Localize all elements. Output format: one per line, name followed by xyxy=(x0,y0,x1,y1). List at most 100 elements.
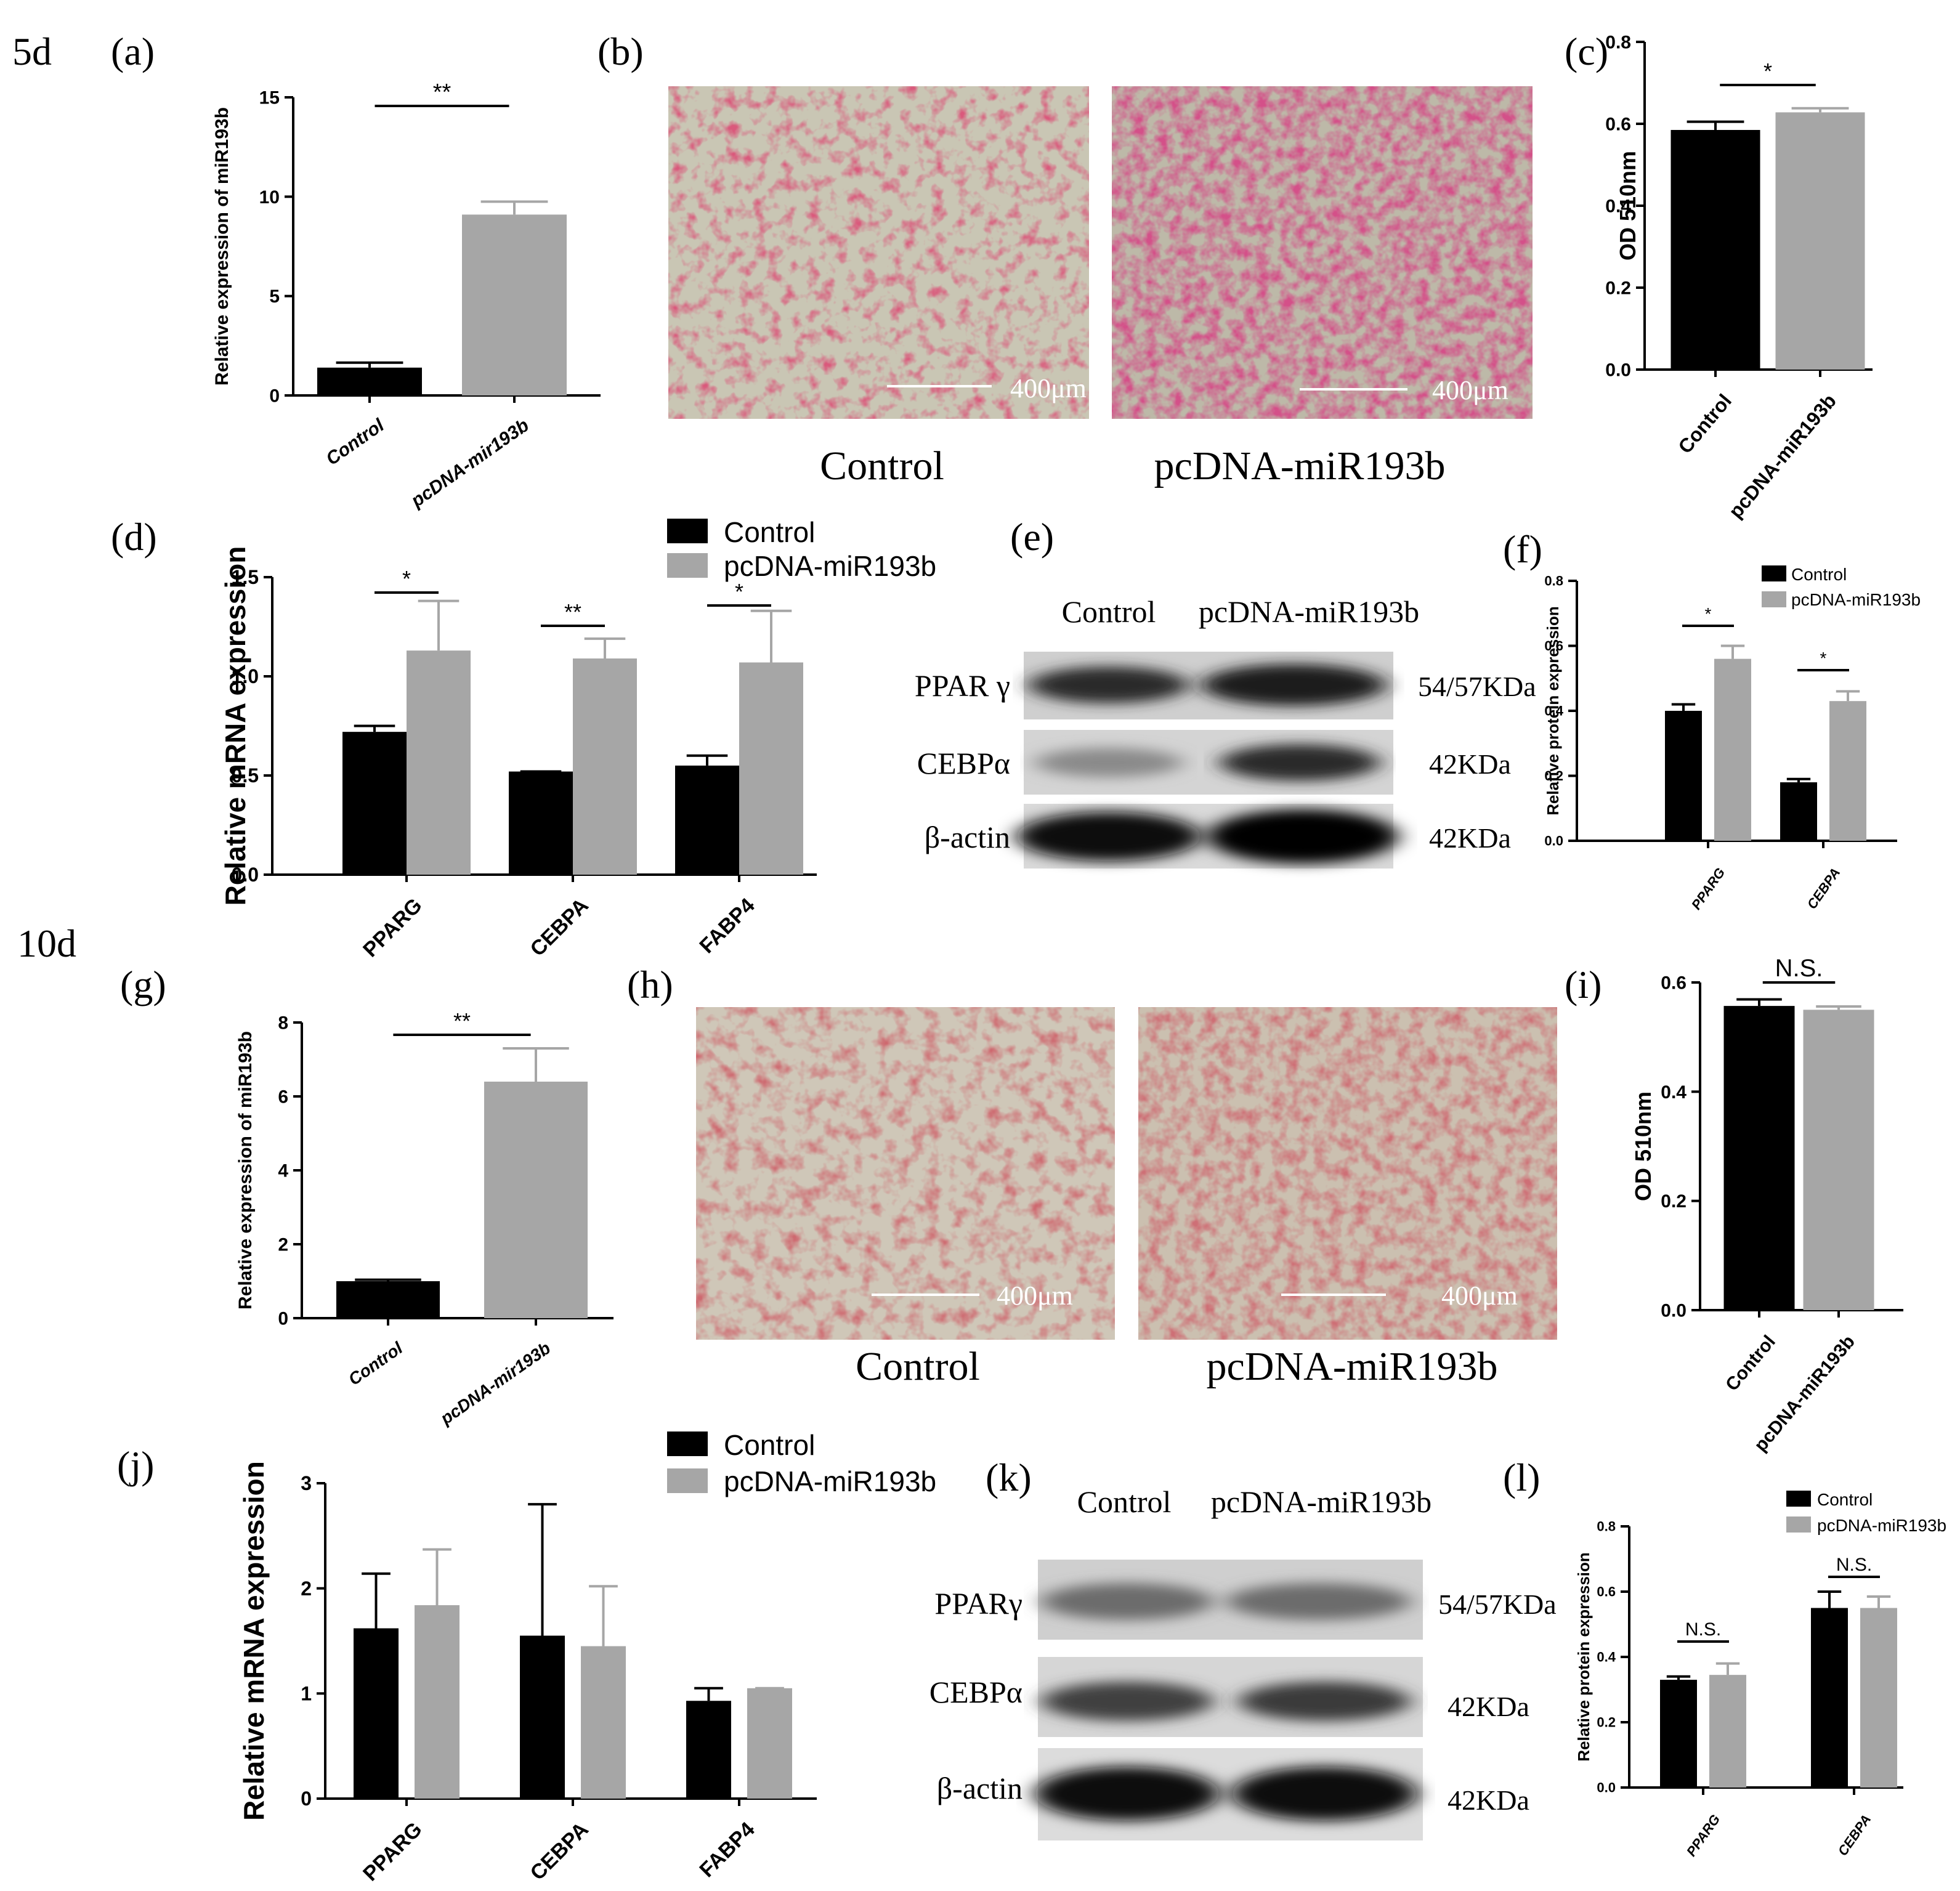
x-tick-label: Control xyxy=(345,1338,407,1389)
protein-label-cebpa: CEBPα xyxy=(917,746,1010,780)
micrograph-h-caption-treatment: pcDNA-miR193b xyxy=(1207,1344,1498,1389)
y-tick-label: 0.0 xyxy=(1544,833,1563,849)
bar xyxy=(1723,1006,1795,1310)
y-tick-label: 0.6 xyxy=(1597,1584,1616,1600)
band-actin-treatment xyxy=(1232,1767,1417,1821)
bar xyxy=(1860,1608,1897,1788)
panel-label-d: (d) xyxy=(111,515,157,559)
significance-label: N.S. xyxy=(1836,1555,1872,1575)
panel-label-h: (h) xyxy=(627,963,673,1006)
y-tick-label: 0 xyxy=(278,1309,288,1329)
y-tick-label: 10 xyxy=(259,187,280,208)
band-pparg-control xyxy=(1029,666,1189,703)
bar xyxy=(462,214,567,395)
legend-swatch-treatment xyxy=(667,553,708,578)
panel-label-f: (f) xyxy=(1503,527,1542,571)
protein-label-pparg: PPARγ xyxy=(934,1586,1023,1621)
y-tick-label: 2 xyxy=(278,1235,288,1255)
western-blot-e: Control pcDNA-miR193b PPAR γ 54/57KDa CE… xyxy=(915,594,1536,869)
lane-label-treatment: pcDNA-miR193b xyxy=(1211,1484,1432,1519)
panel-label-l: (l) xyxy=(1503,1456,1540,1499)
x-tick-label: PPARG xyxy=(1683,1812,1723,1859)
significance-label: ** xyxy=(453,1008,471,1034)
panel-label-g: (g) xyxy=(120,963,166,1006)
protein-label-actin: β-actin xyxy=(925,820,1010,854)
x-tick-label: Control xyxy=(322,415,388,470)
panel-label-i: (i) xyxy=(1565,963,1602,1006)
band-pparg-control xyxy=(1041,1583,1213,1620)
bar xyxy=(342,732,407,875)
y-tick-label: 1.0 xyxy=(232,665,259,687)
legend-label-control: Control xyxy=(1791,565,1847,584)
legend-label-treatment: pcDNA-miR193b xyxy=(724,1465,936,1497)
x-tick-label: CEBPA xyxy=(1804,865,1844,912)
chart-f: 0.0 0.2 0.4 0.6 0.8 Relative protein expressi… xyxy=(1544,573,1897,912)
y-axis-label: Relative expression of miR193b xyxy=(212,107,232,386)
y-tick-label: 3 xyxy=(301,1472,312,1494)
micrograph-b-caption-treatment: pcDNA-miR193b xyxy=(1154,443,1446,488)
micrograph-h-treatment: 400μm xyxy=(1138,1007,1557,1340)
legend-swatch-control xyxy=(667,519,708,543)
y-tick-label: 0.4 xyxy=(1605,196,1631,217)
bar xyxy=(520,1635,565,1799)
y-tick-label: 0.0 xyxy=(1605,360,1631,381)
panel-label-b: (b) xyxy=(597,30,644,73)
significance-label: ** xyxy=(433,79,452,105)
bar xyxy=(1665,711,1702,841)
scale-bar-label: 400μm xyxy=(1432,375,1508,405)
bar xyxy=(336,1281,440,1318)
scale-bar-label: 400μm xyxy=(1441,1281,1518,1311)
western-blot-k: Control pcDNA-miR193b PPARγ 54/57KDa CEB… xyxy=(929,1484,1557,1840)
y-tick-label: 0.5 xyxy=(232,764,259,787)
significance-label: * xyxy=(1820,649,1827,668)
legend-label-treatment: pcDNA-miR193b xyxy=(1791,590,1921,609)
bar xyxy=(1714,658,1751,841)
y-tick-label: 1 xyxy=(301,1683,312,1705)
y-tick-label: 0 xyxy=(301,1788,312,1810)
y-tick-label: 0.0 xyxy=(1661,1301,1687,1321)
legend-swatch-treatment xyxy=(667,1468,708,1493)
y-tick-label: 8 xyxy=(278,1013,288,1034)
y-tick-label: 0.4 xyxy=(1597,1650,1616,1665)
legend-swatch-control xyxy=(1762,565,1786,581)
y-tick-label: 5 xyxy=(269,286,280,307)
y-axis-label: Relative expression of miR193b xyxy=(235,1031,256,1310)
protein-label-cebpa: CEBPα xyxy=(929,1675,1023,1709)
significance-label: N.S. xyxy=(1775,955,1823,982)
bar xyxy=(573,658,637,875)
bar xyxy=(354,1628,399,1799)
y-tick-label: 0.8 xyxy=(1605,33,1631,53)
x-tick-label: CEBPA xyxy=(525,894,593,961)
size-label-cebpa: 42KDa xyxy=(1429,748,1511,780)
legend-swatch-treatment xyxy=(1762,591,1786,607)
x-tick-label: pcDNA-mir193b xyxy=(407,415,533,512)
x-tick-label: pcDNA-mir193b xyxy=(437,1338,554,1428)
chart-a: 0 5 10 15 Relative expression of miR193b Cont… xyxy=(212,79,601,512)
bar xyxy=(509,771,573,875)
y-tick-label: 1.5 xyxy=(232,566,259,588)
y-tick-label: 0 xyxy=(269,386,280,407)
y-tick-label: 0.6 xyxy=(1544,638,1563,654)
significance-label: * xyxy=(1764,59,1772,84)
size-label-cebpa: 42KDa xyxy=(1448,1691,1529,1722)
bar xyxy=(1709,1675,1746,1788)
x-tick-label: FABP4 xyxy=(695,1818,759,1882)
y-tick-label: 0.4 xyxy=(1544,703,1563,719)
panel-label-k: (k) xyxy=(986,1456,1032,1499)
panel-label-c: (c) xyxy=(1565,30,1608,73)
legend-swatch-control xyxy=(1786,1491,1811,1507)
legend-j: Control pcDNA-miR193b xyxy=(667,1429,936,1497)
significance-label: * xyxy=(402,566,411,591)
y-tick-label: 0.8 xyxy=(1597,1519,1616,1534)
y-axis-label: OD 510nm xyxy=(1615,151,1640,261)
bar xyxy=(739,662,803,875)
lane-label-treatment: pcDNA-miR193b xyxy=(1199,594,1419,629)
significance-label: N.S. xyxy=(1685,1619,1721,1640)
y-tick-label: 0.2 xyxy=(1597,1715,1616,1730)
y-axis-label: OD 510nm xyxy=(1630,1091,1656,1201)
y-axis-label: Relative mRNA expression xyxy=(238,1461,270,1821)
time-label-10d: 10d xyxy=(17,921,76,965)
legend-l: Control pcDNA-miR193b xyxy=(1786,1490,1946,1535)
lane-label-control: Control xyxy=(1077,1484,1172,1519)
